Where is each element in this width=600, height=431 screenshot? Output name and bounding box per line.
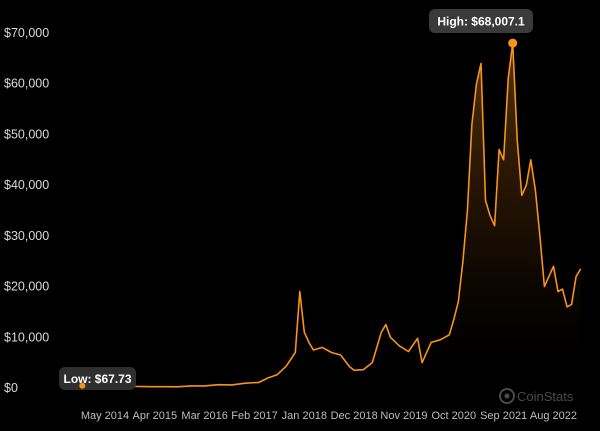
data-point: [190, 385, 192, 387]
data-point: [312, 349, 314, 351]
data-point: [457, 301, 459, 303]
data-point: [294, 351, 296, 353]
watermark-text: CoinStats: [517, 389, 574, 404]
data-point: [421, 361, 423, 363]
data-point: [566, 306, 568, 308]
high-annotation: High: $68,007.1: [429, 9, 533, 48]
data-point: [580, 268, 582, 270]
data-point: [398, 345, 400, 347]
data-point: [362, 369, 364, 371]
coinstats-watermark: CoinStats: [499, 388, 574, 404]
data-point: [525, 184, 527, 186]
y-axis: $70,000 $60,000 $50,000 $40,000 $30,000 $20,0…: [4, 26, 49, 395]
high-marker: [508, 38, 518, 48]
low-marker: [79, 382, 86, 389]
data-point: [231, 384, 233, 386]
y-tick-label: $70,000: [4, 26, 49, 40]
data-point: [430, 341, 432, 343]
x-tick-label: Sep 2021: [480, 410, 527, 422]
x-tick-label: Nov 2019: [380, 410, 427, 422]
x-tick-label: Aug 2022: [530, 410, 577, 422]
coinstats-logo-icon: [499, 388, 515, 404]
data-point: [552, 265, 554, 267]
data-point: [407, 350, 409, 352]
data-point: [448, 334, 450, 336]
data-point: [530, 159, 532, 161]
data-point: [439, 339, 441, 341]
data-point: [339, 354, 341, 356]
high-label: High: $68,007.1: [437, 15, 525, 29]
data-point: [321, 346, 323, 348]
x-tick-label: Feb 2017: [231, 410, 277, 422]
data-point: [534, 189, 536, 191]
data-point: [149, 386, 151, 388]
x-tick-label: Apr 2015: [133, 410, 178, 422]
data-point: [285, 365, 287, 367]
data-point: [276, 374, 278, 376]
x-tick-label: May 2014: [81, 410, 129, 422]
y-tick-label: $30,000: [4, 229, 49, 243]
data-point: [136, 385, 138, 387]
data-point: [308, 341, 310, 343]
data-point: [475, 83, 477, 85]
data-point: [570, 303, 572, 305]
data-point: [176, 386, 178, 388]
y-tick-label: $50,000: [4, 127, 49, 141]
x-axis: May 2014 Apr 2015 Mar 2016 Feb 2017 Jan 2018…: [81, 410, 577, 422]
data-point: [543, 285, 545, 287]
data-point: [502, 159, 504, 161]
data-point: [348, 366, 350, 368]
data-point: [516, 138, 518, 140]
data-point: [462, 260, 464, 262]
data-point: [484, 199, 486, 201]
data-point: [498, 148, 500, 150]
low-badge: [59, 367, 136, 390]
data-point: [353, 369, 355, 371]
data-point: [380, 331, 382, 333]
data-point: [539, 235, 541, 237]
data-point: [163, 386, 165, 388]
price-area: [82, 43, 581, 388]
data-point: [521, 194, 523, 196]
data-point: [303, 331, 305, 333]
y-tick-label: $60,000: [4, 77, 49, 91]
data-point: [548, 275, 550, 277]
data-point: [480, 62, 482, 64]
y-tick-label: $0: [4, 381, 18, 395]
data-point: [385, 323, 387, 325]
data-point: [466, 209, 468, 211]
data-point: [244, 382, 246, 384]
data-point: [557, 290, 559, 292]
y-tick-label: $20,000: [4, 280, 49, 294]
data-point: [389, 336, 391, 338]
data-point: [453, 318, 455, 320]
data-point: [493, 225, 495, 227]
data-point: [471, 123, 473, 125]
data-point: [575, 275, 577, 277]
data-point: [489, 214, 491, 216]
high-badge: [429, 9, 533, 33]
data-point: [267, 377, 269, 379]
x-tick-label: Jan 2018: [282, 410, 327, 422]
data-point: [561, 288, 563, 290]
low-annotation: Low: $67.73: [59, 367, 136, 390]
x-tick-label: Oct 2020: [431, 410, 476, 422]
y-tick-label: $10,000: [4, 330, 49, 344]
data-point: [507, 77, 509, 79]
low-label: Low: $67.73: [63, 372, 131, 386]
data-point: [258, 381, 260, 383]
data-point: [204, 385, 206, 387]
data-point: [330, 351, 332, 353]
x-tick-label: Dec 2018: [331, 410, 378, 422]
data-point: [217, 384, 219, 386]
x-tick-label: Mar 2016: [181, 410, 227, 422]
data-point: [371, 361, 373, 363]
data-point: [299, 290, 301, 292]
y-tick-label: $40,000: [4, 178, 49, 192]
price-line: [82, 42, 582, 388]
data-point: [416, 337, 418, 339]
